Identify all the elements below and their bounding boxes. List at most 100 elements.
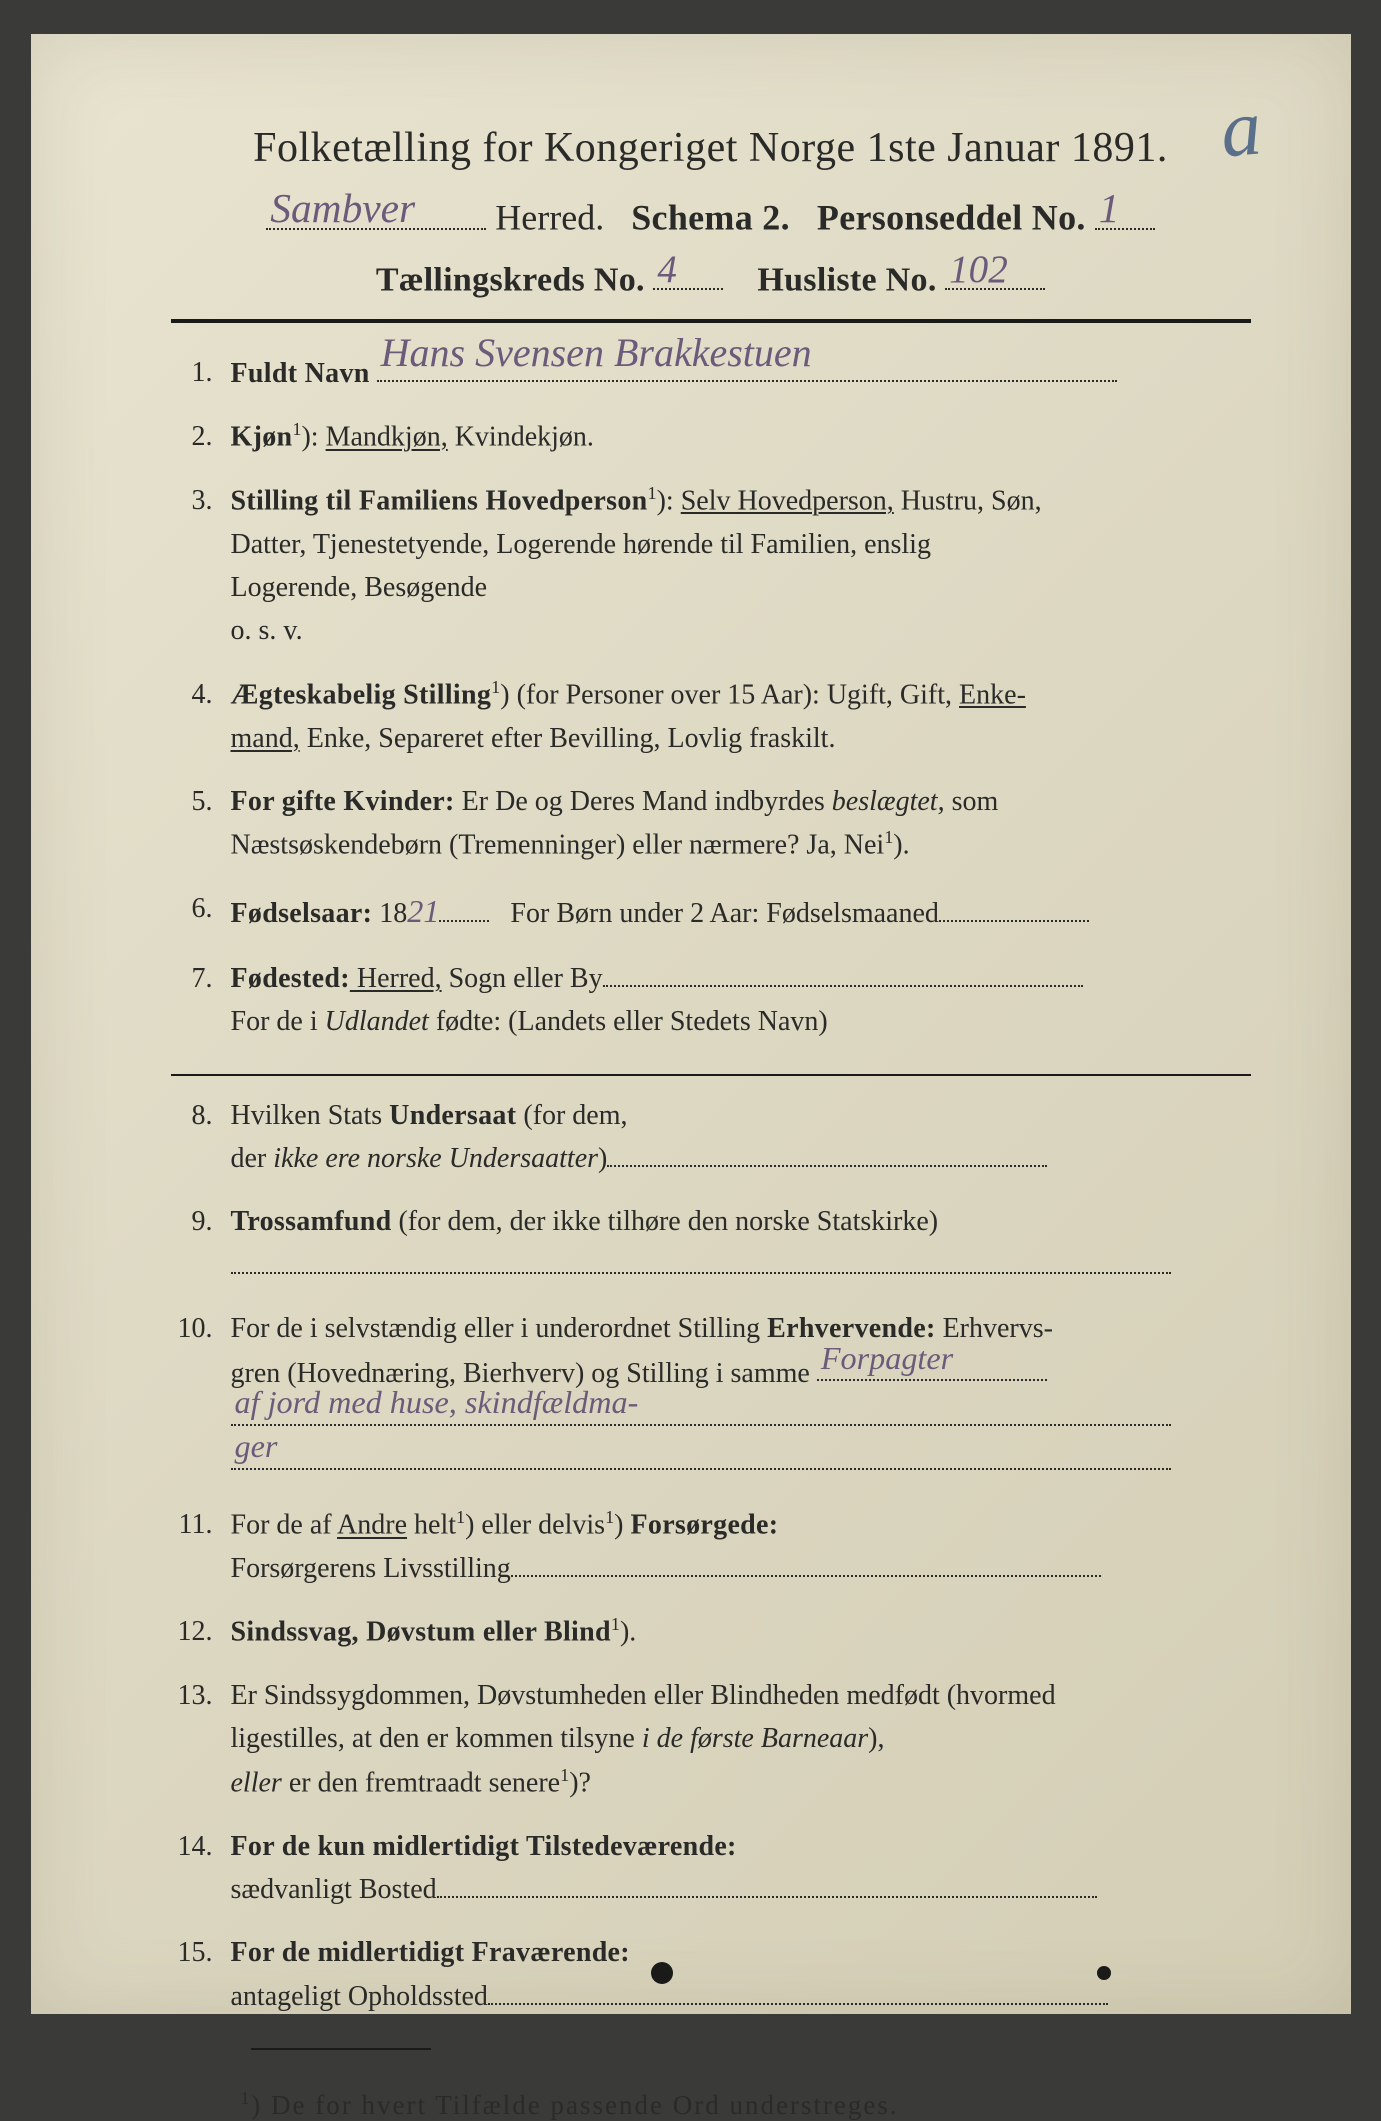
line4: o. s. v. (231, 609, 1251, 652)
item-15: 15. For de midlertidigt Fraværende: anta… (171, 1931, 1251, 2018)
text: (for dem, (516, 1100, 627, 1131)
footnote-text: ) De for hvert Tilfælde passende Ord und… (251, 2090, 898, 2120)
ink-spot (1097, 1966, 1111, 1980)
item-14: 14. For de kun midlertidigt Tilstedevære… (171, 1825, 1251, 1912)
item-label: Fuldt Navn (231, 358, 370, 389)
option-selected: mand, (231, 723, 300, 754)
item-num: 6. (171, 887, 231, 937)
text: Sogn eller By (442, 963, 603, 994)
text: )? (569, 1767, 591, 1798)
italic-text: Udlandet (325, 1006, 429, 1037)
line3: Logerende, Besøgende (231, 566, 1251, 609)
item-num: 4. (171, 673, 231, 760)
text: Forsørgerens Livsstilling (231, 1553, 511, 1584)
text: 18 (372, 898, 407, 929)
text: For de af (231, 1510, 338, 1541)
item-5: 5. For gifte Kvinder: Er De og Deres Man… (171, 780, 1251, 867)
item-label: Kjøn (231, 422, 293, 453)
footnote: 1) De for hvert Tilfælde passende Ord un… (171, 2088, 1251, 2121)
kreds-value: 4 (657, 247, 677, 292)
option-selected: Mandkjøn, (326, 422, 448, 453)
item-label: Stilling til Familiens Hovedperson (231, 485, 648, 516)
item-6: 6. Fødselsaar: 1821 For Børn under 2 Aar… (171, 887, 1251, 937)
text: Er De og Deres Mand indbyrdes (455, 786, 832, 817)
option: Kvindekjøn. (448, 422, 594, 453)
item-num: 7. (171, 957, 231, 1044)
text: som (945, 786, 999, 817)
occupation-value-1: Forpagter (821, 1334, 953, 1384)
item-num: 1. (171, 351, 231, 395)
text: ). (893, 830, 909, 861)
item-num: 9. (171, 1200, 231, 1287)
line2: Datter, Tjenestetyende, Logerende hørend… (231, 523, 1251, 566)
item-num: 15. (171, 1931, 231, 2018)
sup: 1 (491, 677, 500, 697)
item-label: For gifte Kvinder: (231, 786, 455, 817)
corner-annotation: a (1217, 82, 1265, 176)
sup: 1 (456, 1507, 465, 1527)
husliste-value: 102 (949, 247, 1008, 292)
item-9: 9. Trossamfund (for dem, der ikke tilhør… (171, 1200, 1251, 1287)
item-7: 7. Fødested: Herred, Sogn eller By For d… (171, 957, 1251, 1044)
text: ), (868, 1723, 884, 1754)
header-line-2: Sambver Herred. Schema 2. Personseddel N… (171, 190, 1251, 239)
year-value: 21 (407, 887, 439, 937)
item-1: 1. Fuldt Navn Hans Svensen Brakkestuen (171, 351, 1251, 395)
text: Hvilken Stats (231, 1100, 390, 1131)
text: Erhvervs- (936, 1313, 1053, 1344)
text: Enke, Separeret efter Bevilling, Lovlig … (300, 723, 836, 754)
item-12: 12. Sindssvag, Døvstum eller Blind1). (171, 1610, 1251, 1654)
sup: 1 (605, 1507, 614, 1527)
item-label: For de midlertidigt Fraværende: (231, 1937, 630, 1968)
item-num: 10. (171, 1307, 231, 1483)
item-num: 12. (171, 1610, 231, 1654)
personseddel-label: Personseddel No. (817, 198, 1086, 238)
text: er den fremtraadt senere (282, 1767, 560, 1798)
text: ) eller delvis (465, 1510, 605, 1541)
sup: 1 (241, 2088, 252, 2108)
item-4: 4. Ægteskabelig Stilling1) (for Personer… (171, 673, 1251, 760)
item-label: For de kun midlertidigt Tilstedeværende: (231, 1831, 737, 1862)
text: ): (301, 422, 325, 453)
herred-value: Sambver (270, 184, 415, 232)
sup: 1 (611, 1614, 620, 1634)
italic-text: beslægtet, (832, 786, 945, 817)
text: antageligt Opholdssted (231, 1981, 488, 2012)
option-selected: Selv Hovedperson, (681, 485, 894, 516)
underlined-text: Andre (337, 1510, 407, 1541)
item-label: Sindssvag, Døvstum eller Blind (231, 1617, 611, 1648)
sup: 1 (884, 827, 893, 847)
item-num: 13. (171, 1674, 231, 1805)
item-num: 5. (171, 780, 231, 867)
text: sædvanligt Bosted (231, 1874, 437, 1905)
text: helt (407, 1510, 456, 1541)
item-label: Ægteskabelig Stilling (231, 679, 492, 710)
document-page: a Folketælling for Kongeriget Norge 1ste… (31, 34, 1351, 2014)
item-num: 11. (171, 1503, 231, 1590)
divider-footnote (251, 2048, 431, 2050)
italic-text: i de første Barneaar (642, 1723, 868, 1754)
sup: 1 (648, 483, 657, 503)
text: For de i (231, 1006, 325, 1037)
divider-mid (171, 1074, 1251, 1076)
item-label: Undersaat (389, 1100, 516, 1131)
item-2: 2. Kjøn1): Mandkjøn, Kvindekjøn. (171, 415, 1251, 459)
italic-text: eller (231, 1767, 282, 1798)
text: ) (598, 1143, 607, 1174)
schema-label: Schema 2. (631, 198, 790, 238)
name-value: Hans Svensen Brakkestuen (381, 322, 812, 384)
item-13: 13. Er Sindssygdommen, Døvstumheden elle… (171, 1674, 1251, 1805)
item-8: 8. Hvilken Stats Undersaat (for dem, der… (171, 1094, 1251, 1181)
sup: 1 (560, 1765, 569, 1785)
item-10: 10. For de i selvstændig eller i underor… (171, 1307, 1251, 1483)
item-3: 3. Stilling til Familiens Hovedperson1):… (171, 479, 1251, 653)
main-title: Folketælling for Kongeriget Norge 1ste J… (171, 124, 1251, 172)
text: der (231, 1143, 274, 1174)
item-num: 2. (171, 415, 231, 459)
text: ) (614, 1510, 630, 1541)
item-num: 8. (171, 1094, 231, 1181)
option-selected: Herred, (350, 963, 442, 994)
item-label: Forsørgede: (630, 1510, 778, 1541)
text: ) (for Personer over 15 Aar): Ugift, Gif… (500, 679, 959, 710)
text: Næstsøskendebørn (Tremenninger) eller næ… (231, 830, 885, 861)
